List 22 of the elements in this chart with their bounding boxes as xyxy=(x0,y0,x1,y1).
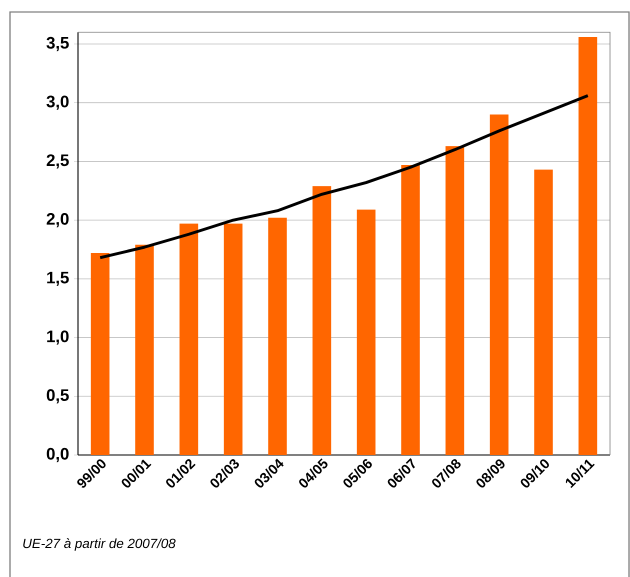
bar xyxy=(534,170,553,455)
line-series xyxy=(98,94,590,260)
y-tick-label: 0,0 xyxy=(46,448,69,462)
bar xyxy=(401,164,420,455)
y-tick-label: 2,5 xyxy=(46,154,69,169)
y-tick-label: 3,5 xyxy=(46,36,69,52)
y-tick-label: 0,5 xyxy=(46,389,69,404)
text: UE-27 à partir de 2007/08 xyxy=(23,538,176,551)
y-tick-label: 3,0 xyxy=(46,96,69,110)
bar xyxy=(224,224,242,455)
bar xyxy=(90,253,110,455)
bar xyxy=(356,210,376,455)
bar xyxy=(180,224,198,455)
bar xyxy=(490,114,508,455)
y-tick-label: 2,0 xyxy=(46,213,69,228)
y-tick-label: 1,0 xyxy=(47,330,69,345)
bar xyxy=(268,218,287,455)
bar xyxy=(446,146,464,455)
bar xyxy=(135,244,154,455)
y-tick-label: 1,5 xyxy=(47,272,69,286)
bar xyxy=(312,186,332,455)
bar xyxy=(578,36,598,455)
